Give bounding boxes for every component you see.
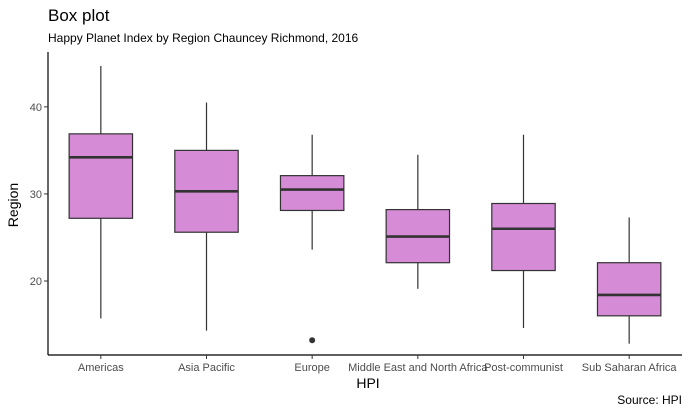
- x-tick-label: Americas: [78, 362, 124, 374]
- chart-subtitle: Happy Planet Index by Region Chauncey Ri…: [48, 31, 359, 45]
- x-tick-label: Asia Pacific: [178, 362, 235, 374]
- x-tick-label: Europe: [294, 362, 329, 374]
- box-body: [68, 133, 134, 219]
- x-tick-label: Sub Saharan Africa: [582, 362, 678, 374]
- outlier-point: [309, 337, 316, 344]
- box-group: [68, 65, 134, 319]
- x-tick-label: Middle East and North Africa: [348, 362, 488, 374]
- y-tick-label: 30: [30, 189, 42, 201]
- box-body: [596, 262, 662, 317]
- y-tick-label: 20: [30, 276, 42, 288]
- box-body: [279, 175, 345, 212]
- chart-caption: Source: HPI: [617, 393, 682, 407]
- x-tick-label: Post-communist: [484, 362, 563, 374]
- x-axis-title: HPI: [356, 375, 379, 391]
- box-group: [279, 134, 345, 344]
- y-axis-title: Region: [5, 183, 21, 227]
- box-group: [596, 217, 662, 344]
- y-tick-label: 40: [30, 102, 42, 114]
- box-group: [491, 134, 556, 329]
- chart-title: Box plot: [48, 6, 110, 25]
- box-group: [174, 102, 239, 331]
- plot-area: 20 30 40 Americas Asia Pacific Europe Middle E…: [30, 52, 682, 374]
- box-group: [385, 154, 451, 289]
- box-body: [491, 202, 556, 272]
